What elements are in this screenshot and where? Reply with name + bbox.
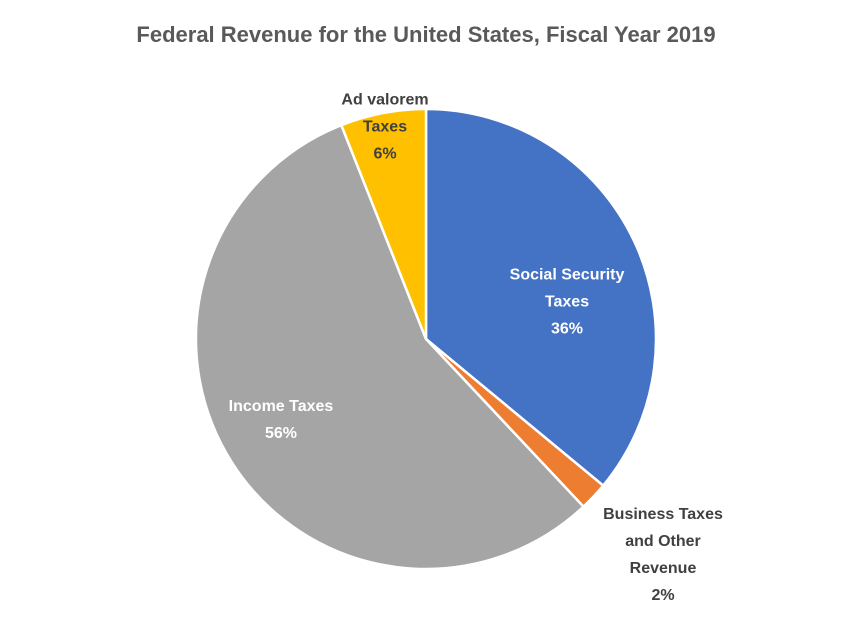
value-label: 56%	[264, 425, 298, 442]
category-label: Business Taxes and Other Revenue	[603, 506, 723, 577]
value-label: 6%	[373, 145, 397, 163]
pie-slice	[340, 107, 428, 341]
slice-label: Business Taxes and Other Revenue 2%	[593, 501, 733, 609]
pie-slice	[424, 107, 658, 487]
pie-slice	[194, 123, 585, 571]
category-label: Income Taxes	[228, 398, 334, 415]
slice-label: Social Security Taxes 36%	[492, 262, 642, 343]
slice-label: Income Taxes 56%	[206, 393, 356, 447]
category-label: Social Security Taxes	[509, 266, 625, 311]
chart-title: Federal Revenue for the United States, F…	[136, 22, 716, 47]
value-label: 2%	[651, 587, 675, 604]
value-label: 36%	[550, 320, 584, 338]
category-label: Ad valorem Taxes	[341, 91, 429, 136]
slice-label: Ad valorem Taxes 6%	[329, 87, 441, 168]
